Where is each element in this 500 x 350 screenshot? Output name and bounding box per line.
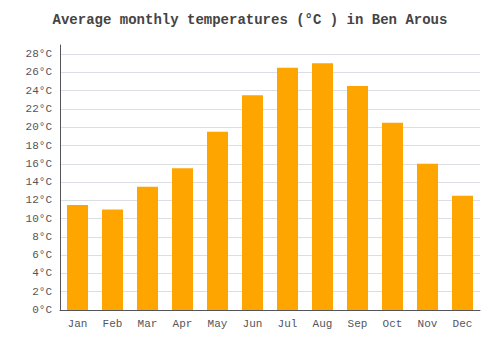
svg-text:Nov: Nov bbox=[418, 318, 438, 330]
svg-text:26°C: 26°C bbox=[26, 66, 53, 78]
svg-text:May: May bbox=[208, 318, 228, 330]
svg-text:18°C: 18°C bbox=[26, 140, 53, 152]
svg-text:10°C: 10°C bbox=[26, 213, 53, 225]
svg-text:Mar: Mar bbox=[138, 318, 158, 330]
svg-text:14°C: 14°C bbox=[26, 176, 53, 188]
svg-text:20°C: 20°C bbox=[26, 121, 53, 133]
svg-text:Feb: Feb bbox=[103, 318, 123, 330]
svg-text:Oct: Oct bbox=[383, 318, 403, 330]
svg-text:28°C: 28°C bbox=[26, 48, 53, 60]
svg-text:6°C: 6°C bbox=[32, 249, 52, 261]
svg-text:Dec: Dec bbox=[453, 318, 473, 330]
svg-text:12°C: 12°C bbox=[26, 194, 53, 206]
svg-text:Apr: Apr bbox=[173, 318, 193, 330]
svg-text:Jan: Jan bbox=[68, 318, 88, 330]
svg-text:Sep: Sep bbox=[348, 318, 368, 330]
svg-text:22°C: 22°C bbox=[26, 103, 53, 115]
svg-text:16°C: 16°C bbox=[26, 158, 53, 170]
svg-text:2°C: 2°C bbox=[32, 286, 52, 298]
svg-text:24°C: 24°C bbox=[26, 85, 53, 97]
svg-text:Average monthly temperatures (: Average monthly temperatures (°C ) in Be… bbox=[53, 12, 448, 28]
svg-text:4°C: 4°C bbox=[32, 267, 52, 279]
svg-text:8°C: 8°C bbox=[32, 231, 52, 243]
svg-text:Jun: Jun bbox=[243, 318, 263, 330]
svg-text:Aug: Aug bbox=[313, 318, 333, 330]
svg-text:0°C: 0°C bbox=[32, 304, 52, 316]
svg-text:Jul: Jul bbox=[278, 318, 298, 330]
